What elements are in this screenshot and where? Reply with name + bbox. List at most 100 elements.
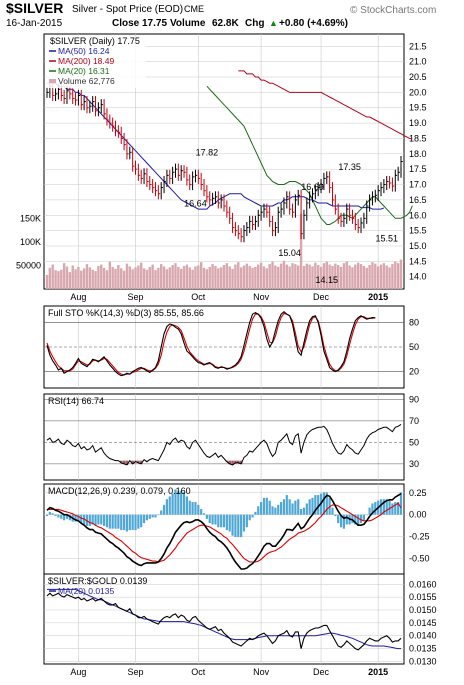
- price-ytick-label: 18.5: [409, 133, 427, 143]
- volume-bar: [125, 263, 129, 289]
- price-xtick-label: Aug: [70, 292, 86, 302]
- volume-bar: [245, 263, 249, 289]
- macd-histogram-bar: [63, 514, 66, 521]
- macd-histogram-bar: [268, 500, 271, 515]
- macd-histogram-bar: [214, 514, 217, 525]
- macd-histogram-bar: [371, 503, 374, 515]
- price-ytick-label: 17.5: [409, 164, 427, 174]
- price-ytick-label: 19.5: [409, 103, 427, 113]
- macd-histogram-bar: [368, 507, 371, 515]
- volume-bar: [396, 263, 400, 289]
- rsi-ytick-label: 90: [409, 394, 419, 404]
- macd-histogram-bar: [68, 514, 71, 521]
- volume-bar: [319, 266, 323, 289]
- macd-histogram-bar: [160, 510, 163, 515]
- macd-histogram-bar: [205, 514, 208, 519]
- volume-label: Volume: [170, 18, 206, 29]
- macd-histogram-bar: [88, 514, 91, 526]
- macd-histogram-bar: [74, 514, 77, 522]
- macd-histogram-bar: [322, 492, 326, 515]
- macd-histogram-bar: [171, 493, 174, 515]
- volume-bar: [365, 267, 368, 289]
- price-ytick-label: 21.5: [409, 41, 427, 51]
- macd-histogram-bar: [180, 490, 183, 515]
- macd-histogram-bar: [285, 495, 288, 515]
- volume-bar: [117, 265, 120, 289]
- close-value: 17.75: [142, 18, 167, 29]
- macd-histogram-bar: [162, 504, 166, 515]
- ratio-ytick-label: 0.0130: [409, 656, 437, 666]
- volume-bar: [371, 262, 374, 289]
- volume-bar: [102, 267, 106, 289]
- volume-bar: [336, 265, 340, 289]
- macd-histogram-bar: [394, 502, 397, 515]
- macd-histogram-bar: [200, 509, 203, 515]
- macd-histogram-bar: [191, 502, 194, 515]
- macd-histogram-bar: [282, 499, 286, 515]
- sto-ytick-label: 80: [409, 317, 419, 327]
- volume-bar: [259, 262, 263, 289]
- macd-histogram-bar: [222, 514, 226, 528]
- ratio-xtick-label: Aug: [70, 667, 86, 677]
- volume-bar: [191, 269, 194, 289]
- price-annotation: 16.69: [301, 182, 324, 192]
- price-legend-bg: [46, 36, 146, 88]
- price-ytick-label: 18.0: [409, 149, 427, 159]
- volume-bar: [254, 266, 257, 289]
- macd-histogram-bar: [274, 507, 277, 515]
- macd-histogram-bar: [260, 502, 263, 515]
- volume-bar: [128, 266, 131, 289]
- volume-bar: [342, 263, 346, 289]
- macd-histogram-bar: [48, 511, 51, 515]
- volume-bar: [100, 264, 103, 289]
- rsi-ytick-label: 50: [409, 437, 419, 447]
- macd-histogram-bar: [117, 514, 120, 529]
- ratio-panel-frame: [43, 573, 405, 665]
- volume-bar: [68, 272, 72, 289]
- volume-bar: [225, 263, 229, 289]
- sto-k-line: [46, 310, 376, 377]
- macd-histogram-bar: [80, 514, 83, 524]
- sto-ytick-label: 50: [409, 342, 419, 352]
- macd-histogram-bar: [111, 514, 114, 529]
- volume-bar: [334, 263, 337, 289]
- volume-bar: [177, 266, 180, 289]
- volume-bar: [159, 264, 163, 289]
- macd-histogram-bar: [194, 502, 197, 515]
- price-ytick-label: 20.5: [409, 72, 427, 82]
- macd-histogram-bar: [297, 499, 300, 515]
- macd-histogram-bar: [77, 514, 80, 522]
- volume-bar: [51, 264, 54, 289]
- macd-histogram-bar: [245, 514, 248, 528]
- price-ytick-label: 16.0: [409, 210, 427, 220]
- macd-histogram-bar: [137, 514, 140, 529]
- price-annotation: 16.64: [184, 199, 207, 209]
- price-legend-entry: Volume 62,776: [58, 76, 115, 86]
- macd-histogram-bar: [234, 514, 237, 538]
- volume-bar: [74, 269, 77, 289]
- price-annotation: 14.15: [316, 275, 339, 285]
- symbol-title: $SILVER: [6, 0, 63, 16]
- volume-bar: [211, 264, 214, 289]
- volume-bar: [257, 264, 260, 289]
- macd-histogram-bar: [108, 514, 111, 529]
- volume-bar: [151, 264, 154, 289]
- macd-histogram-bar: [220, 514, 223, 528]
- macd-histogram-bar: [185, 496, 188, 515]
- price-legend-title: $SILVER (Daily) 17.75: [50, 36, 140, 46]
- volume-bar: [322, 263, 326, 289]
- volume-bar: [77, 266, 80, 289]
- price-xtick-label: Nov: [253, 292, 270, 302]
- volume-tick-label: 150K: [20, 214, 41, 224]
- rsi-panel-frame: [43, 393, 405, 481]
- macd-histogram-bar: [225, 514, 228, 531]
- symbol-description: Silver - Spot Price (EOD): [72, 4, 183, 15]
- macd-histogram-bar: [228, 514, 231, 532]
- macd-histogram-bar: [391, 503, 394, 515]
- macd-histogram-bar: [388, 500, 391, 515]
- volume-bar: [165, 269, 169, 289]
- volume-bar: [382, 263, 386, 289]
- macd-histogram-bar: [208, 514, 211, 524]
- ratio-legend-entry: MA(20) 0.0135: [58, 586, 114, 596]
- volume-bar: [54, 270, 57, 289]
